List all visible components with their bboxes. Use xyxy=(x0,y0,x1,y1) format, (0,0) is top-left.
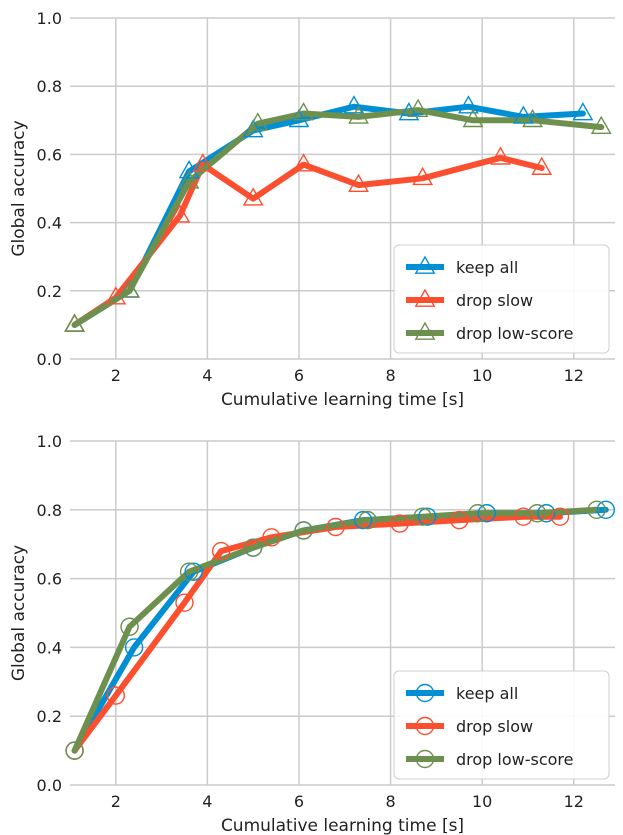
chart-panel-2: 2 4 6 8 10 12 0.0 0.2 0.4 0.6 0.8 1.0 Cumulative lea… xyxy=(9,432,616,835)
y-tick-label: 0.0 xyxy=(37,776,62,795)
data-point-series-3 xyxy=(64,313,85,332)
data-point-series-1 xyxy=(184,562,203,581)
data-point-series-2 xyxy=(106,686,125,705)
x-axis-label: Cumulative learning time [s] xyxy=(221,390,464,410)
data-point-series-1 xyxy=(398,102,420,121)
data-point-series-3 xyxy=(120,617,139,636)
x-tick-label: 10 xyxy=(472,366,492,385)
legend-label-1: keep all xyxy=(456,258,518,277)
data-point-series-3 xyxy=(522,108,543,128)
x-tick-label: 2 xyxy=(111,366,121,385)
y-tick-label: 0.2 xyxy=(37,282,62,301)
x-tick-label: 8 xyxy=(385,792,395,811)
data-point-series-2 xyxy=(348,173,369,192)
y-tick-label: 0.6 xyxy=(37,570,62,589)
data-point-series-3 xyxy=(247,112,269,131)
y-axis-label: Global accuracy xyxy=(9,545,29,681)
x-tick-label: 6 xyxy=(294,792,304,811)
x-tick-label: 12 xyxy=(564,366,584,385)
y-tick-label: 1.0 xyxy=(37,9,62,28)
data-point-series-3 xyxy=(358,510,377,530)
x-tick-label: 2 xyxy=(111,792,121,811)
legend-marker-1 xyxy=(415,683,435,703)
legend-marker-1 xyxy=(414,255,436,274)
data-point-series-2 xyxy=(169,204,191,223)
legend-box xyxy=(393,244,610,354)
data-point-series-3 xyxy=(179,562,199,581)
data-point-series-2 xyxy=(412,166,434,186)
x-tick-label: 6 xyxy=(294,366,304,385)
data-point-series-3 xyxy=(178,170,200,189)
legend-label-3: drop low-score xyxy=(456,750,574,769)
x-tick-label: 12 xyxy=(564,792,584,811)
data-point-series-3 xyxy=(590,115,612,135)
legend-label-1: keep all xyxy=(456,684,518,703)
data-point-series-2 xyxy=(390,514,409,533)
data-point-series-2 xyxy=(531,156,553,175)
legend-marker-3 xyxy=(414,321,436,340)
data-point-series-1 xyxy=(596,500,616,519)
data-point-series-1 xyxy=(124,638,144,657)
y-tick-label: 0.4 xyxy=(37,214,62,233)
y-tick-label: 0.0 xyxy=(37,350,62,369)
y-axis-label: Global accuracy xyxy=(9,120,29,256)
data-point-series-2 xyxy=(490,146,511,165)
data-point-series-1 xyxy=(537,504,556,523)
data-point-series-3 xyxy=(119,279,140,298)
legend-box xyxy=(393,670,610,780)
x-tick-label: 4 xyxy=(202,366,212,385)
data-point-series-3 xyxy=(348,105,369,124)
data-point-series-3 xyxy=(293,102,314,121)
legend-label-2: drop slow xyxy=(456,717,533,736)
data-point-series-2 xyxy=(514,507,533,526)
data-point-series-1 xyxy=(418,507,437,526)
data-point-series-3 xyxy=(407,98,429,117)
y-tick-label: 0.4 xyxy=(37,638,62,657)
data-point-series-2 xyxy=(262,528,281,547)
data-point-series-2 xyxy=(192,153,214,172)
legend-marker-3 xyxy=(415,749,435,769)
data-point-series-3 xyxy=(65,741,84,760)
legend-marker-2 xyxy=(414,288,436,307)
y-tick-label: 1.0 xyxy=(37,432,62,451)
data-point-series-2 xyxy=(175,593,194,612)
data-point-series-1 xyxy=(343,95,365,114)
y-tick-label: 0.2 xyxy=(37,707,62,726)
data-point-series-2 xyxy=(293,153,314,172)
x-axis-label: Cumulative learning time [s] xyxy=(221,816,464,835)
data-point-series-2 xyxy=(211,541,231,561)
y-tick-label: 0.8 xyxy=(37,77,62,96)
data-point-series-2 xyxy=(326,517,345,537)
legend-label-2: drop slow xyxy=(456,291,533,310)
chart-panel-1: 2 4 6 8 10 12 0.0 0.2 0.4 0.6 0.8 1.0 Cumulative lea… xyxy=(9,9,615,410)
data-point-series-3 xyxy=(413,507,432,526)
data-point-series-2 xyxy=(550,507,570,526)
data-point-series-1 xyxy=(458,95,479,114)
data-point-series-1 xyxy=(353,510,373,530)
data-point-series-1 xyxy=(572,102,594,121)
data-point-series-3 xyxy=(587,500,606,519)
data-point-series-3 xyxy=(527,504,547,523)
series-line-3 xyxy=(71,506,600,754)
series-line-3 xyxy=(71,107,605,328)
data-point-series-3 xyxy=(462,108,484,128)
data-point-series-2 xyxy=(450,510,469,530)
legend: keep all drop slow drop low-score xyxy=(393,244,610,354)
data-point-series-1 xyxy=(477,504,496,523)
data-point-series-3 xyxy=(294,521,313,540)
data-point-series-2 xyxy=(242,187,264,206)
data-point-series-1 xyxy=(513,105,534,124)
data-point-series-3 xyxy=(468,504,487,523)
y-tick-label: 0.6 xyxy=(37,145,62,164)
x-tick-label: 4 xyxy=(202,792,212,811)
legend-label-3: drop low-score xyxy=(456,324,574,343)
x-tick-label: 8 xyxy=(385,366,395,385)
legend: keep all drop slow drop low-score xyxy=(393,670,610,780)
y-tick-label: 0.8 xyxy=(37,501,62,520)
legend-marker-2 xyxy=(415,716,435,736)
x-tick-label: 10 xyxy=(472,792,492,811)
data-point-series-3 xyxy=(243,538,263,557)
